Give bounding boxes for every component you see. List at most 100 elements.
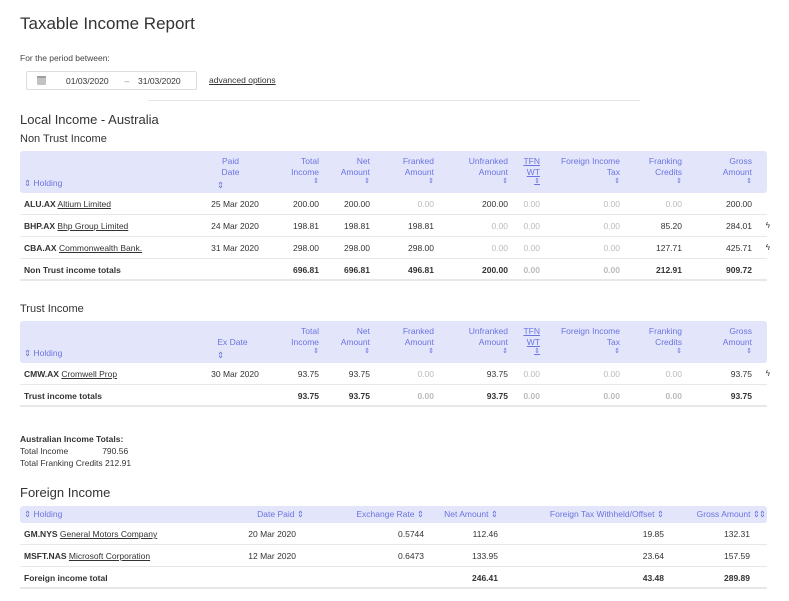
totals-row: Trust income totals 93.75 93.75 0.00 93.75 0.…: [20, 385, 767, 407]
holding-code: CMW.AX: [24, 369, 59, 379]
holding-name-link[interactable]: Bhp Group Limited: [57, 221, 129, 231]
sort-icon: ⇕: [502, 178, 508, 185]
holding-name-link[interactable]: Commonwealth Bank.: [58, 243, 143, 253]
total-franked-amount-cell: 496.81: [408, 265, 434, 275]
lightning-icon[interactable]: ϟ: [765, 243, 770, 252]
total-unfranked-amount-cell: 93.75: [486, 391, 508, 401]
holding-cell: ALU.AX Altium Limited: [24, 193, 111, 215]
totals-label: Foreign income total: [24, 573, 108, 583]
col-ex-date[interactable]: Ex Date: [217, 337, 248, 347]
holding-cell: GM.NYS General Motors Company: [24, 523, 157, 545]
holding-cell: BHP.AX Bhp Group Limited: [24, 215, 128, 237]
advanced-options-link[interactable]: advanced options: [209, 75, 276, 85]
date-cell: 24 Mar 2020: [211, 221, 259, 231]
col-holding[interactable]: ⇕ Holding: [24, 348, 63, 358]
holding-name-link[interactable]: Cromwell Prop: [61, 369, 118, 379]
end-date[interactable]: 31/03/2020: [138, 75, 181, 86]
sort-icon: ⇕: [24, 348, 32, 358]
gross-amount-cell: 200.00: [726, 199, 752, 209]
total-net-amount-cell: 696.81: [344, 265, 370, 275]
exchange-rate-cell: 0.6473: [398, 551, 424, 561]
gross-amount-cell: 157.59: [724, 551, 750, 561]
col-franking-credits[interactable]: Franking Credits ⇕: [630, 326, 682, 356]
trust-table: ⇕ Holding Ex Date ⇕ Total Income ⇕ Net Amou…: [20, 321, 770, 407]
col-holding[interactable]: ⇕ Holding: [24, 178, 63, 188]
holding-code: ALU.AX: [24, 199, 56, 209]
sort-icon: ⇕: [24, 178, 32, 188]
holding-cell: CBA.AX Commonwealth Bank.: [24, 237, 142, 259]
franked-amount-cell: 0.00: [417, 369, 434, 379]
holding-name-link[interactable]: General Motors Company: [59, 529, 158, 539]
foreign-income-table: ⇕ Holding Date Paid ⇕ Exchange Rate ⇕ Ne…: [20, 506, 767, 589]
date-cell: 25 Mar 2020: [211, 199, 259, 209]
col-paid-date-label[interactable]: Paid Date: [221, 156, 240, 177]
holding-code: BHP.AX: [24, 221, 56, 231]
lightning-icon[interactable]: ϟ: [765, 221, 770, 230]
col-franked-amount[interactable]: Franked Amount ⇕: [375, 156, 434, 186]
total-gross-amount-cell: 289.89: [724, 573, 750, 583]
col-franked-amount[interactable]: Franked Amount ⇕: [375, 326, 434, 356]
col-gross-amount[interactable]: Gross Amount ⇕: [696, 509, 760, 519]
col-net-amount[interactable]: Net Amount ⇕: [444, 509, 498, 519]
table-row: ALU.AX Altium Limited 25 Mar 2020 200.00 20…: [20, 193, 767, 215]
franking-credits-cell: 85.20: [660, 221, 682, 231]
col-gross-amount[interactable]: Gross Amount ⇕: [700, 326, 752, 356]
col-tfn-wt[interactable]: TFN WT ⇕: [515, 326, 540, 356]
tfn-wt-cell: 0.00: [523, 243, 540, 253]
net-amount-cell: 198.81: [344, 221, 370, 231]
total-franking-credits-cell: 0.00: [665, 391, 682, 401]
total-franking-line: Total Franking Credits 212.91: [20, 458, 132, 468]
total-net-amount-cell: 93.75: [348, 391, 370, 401]
col-total-income[interactable]: Total Income ⇕: [260, 326, 319, 356]
col-total-income[interactable]: Total Income ⇕: [260, 156, 319, 186]
sort-icon: ⇕: [428, 348, 434, 355]
australian-income-totals: Australian Income Totals: Total Income 79…: [20, 433, 131, 469]
col-foreign-tax-withheld[interactable]: Foreign Tax Withheld/Offset ⇕: [549, 509, 664, 519]
foreign-income-tax-cell: 0.00: [603, 221, 620, 231]
holding-code: GM.NYS: [24, 529, 58, 539]
franked-amount-cell: 298.00: [408, 243, 434, 253]
local-income-title: Local Income - Australia: [20, 112, 159, 127]
sort-icon: ⇕: [534, 348, 540, 355]
holding-name-link[interactable]: Microsoft Corporation: [68, 551, 151, 561]
col-net-amount[interactable]: Net Amount ⇕: [320, 156, 370, 186]
total-gross-amount-cell: 93.75: [730, 391, 752, 401]
holding-cell: MSFT.NAS Microsoft Corporation: [24, 545, 150, 567]
table-row: MSFT.NAS Microsoft Corporation 12 Mar 202…: [20, 545, 767, 567]
lightning-icon[interactable]: ϟ: [765, 369, 770, 378]
col-holding[interactable]: ⇕ Holding: [24, 509, 63, 519]
col-foreign-income-tax[interactable]: Foreign Income Tax ⇕: [540, 156, 620, 186]
sort-icon: ⇕: [614, 348, 620, 355]
trust-table-header: ⇕ Holding Ex Date ⇕ Total Income ⇕ Net Amou…: [20, 321, 767, 363]
col-franking-credits[interactable]: Franking Credits ⇕: [630, 156, 682, 186]
col-tfn-wt[interactable]: TFN WT ⇕: [515, 156, 540, 186]
table-row: CMW.AX Cromwell Prop 30 Mar 2020 93.75 93.7…: [20, 363, 770, 385]
col-unfranked-amount[interactable]: Unfranked Amount ⇕: [450, 326, 508, 356]
sort-icon: ⇕: [296, 509, 304, 519]
calendar-icon[interactable]: [37, 76, 46, 85]
col-foreign-income-tax[interactable]: Foreign Income Tax ⇕: [540, 326, 620, 356]
sort-icon: ⇕: [752, 509, 760, 519]
total-foreign-income-tax-cell: 0.00: [603, 265, 620, 275]
page-title: Taxable Income Report: [20, 14, 195, 33]
sort-icon: ⇕: [746, 348, 752, 355]
sort-icon: ⇕: [746, 178, 752, 185]
sort-icon: ⇕: [502, 348, 508, 355]
trust-income-title: Trust Income: [20, 303, 84, 315]
date-range-picker[interactable]: 01/03/2020 – 31/03/2020: [26, 71, 197, 90]
col-date-paid[interactable]: Date Paid ⇕: [257, 509, 304, 519]
total-unfranked-amount-cell: 200.00: [482, 265, 508, 275]
col-net-amount[interactable]: Net Amount ⇕: [320, 326, 370, 356]
table-row: BHP.AX Bhp Group Limited 24 Mar 2020 198.8…: [20, 215, 770, 237]
col-unfranked-amount[interactable]: Unfranked Amount ⇕: [450, 156, 508, 186]
unfranked-amount-cell: 200.00: [482, 199, 508, 209]
total-foreign-income-tax-cell: 0.00: [603, 391, 620, 401]
holding-name-link[interactable]: Altium Limited: [57, 199, 111, 209]
col-exchange-rate[interactable]: Exchange Rate ⇕: [356, 509, 424, 519]
start-date[interactable]: 01/03/2020: [66, 75, 109, 86]
non-trust-table: ⇕ Holding Paid Date ⇕ Total Income ⇕ Net Amo…: [20, 151, 770, 281]
col-gross-amount[interactable]: Gross Amount ⇕: [700, 156, 752, 186]
sort-icon: ⇕: [490, 509, 498, 519]
foreign-tax-withheld-cell: 19.85: [642, 529, 664, 539]
total-income-cell: 93.75: [297, 369, 319, 379]
